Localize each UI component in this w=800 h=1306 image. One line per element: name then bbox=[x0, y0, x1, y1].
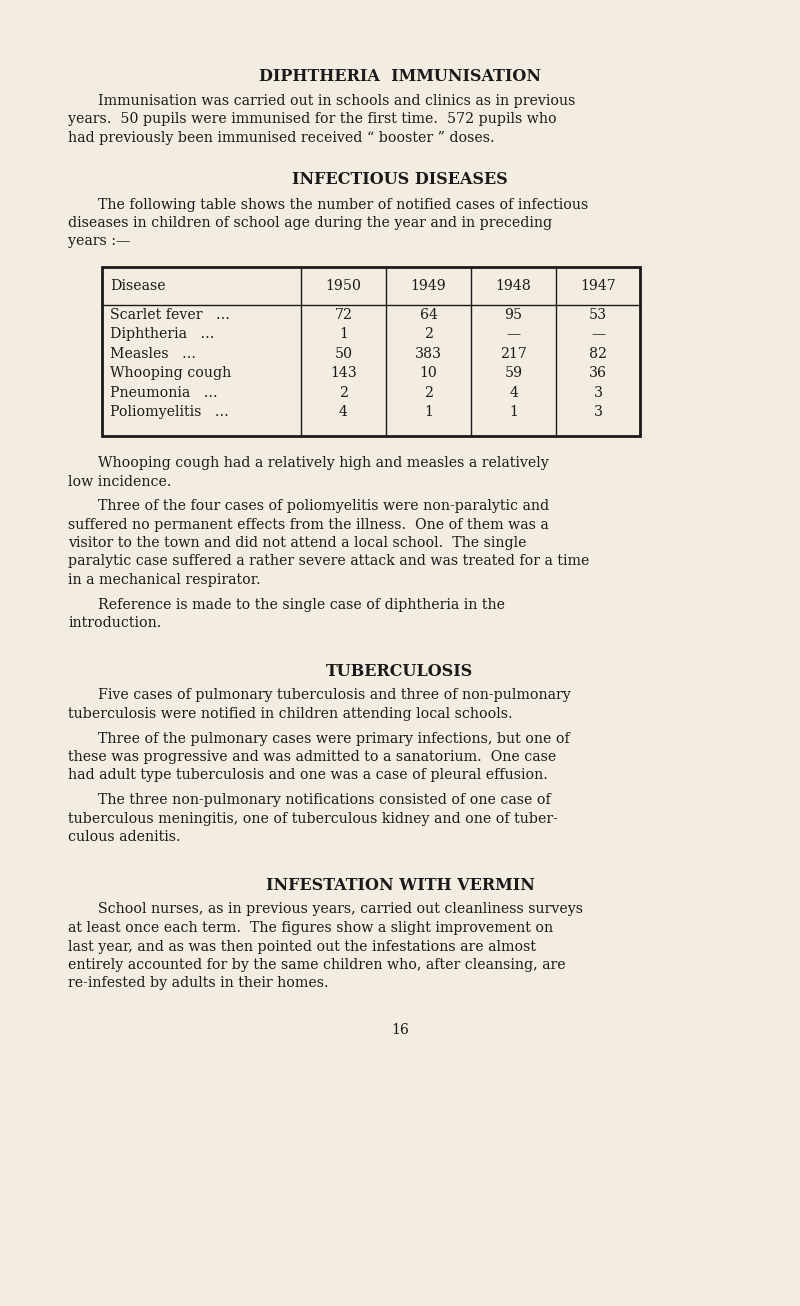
Text: 1949: 1949 bbox=[410, 279, 446, 293]
Text: had adult type tuberculosis and one was a case of pleural effusion.: had adult type tuberculosis and one was … bbox=[68, 768, 548, 782]
Text: 10: 10 bbox=[420, 366, 438, 380]
Text: Three of the pulmonary cases were primary infections, but one of: Three of the pulmonary cases were primar… bbox=[98, 731, 570, 746]
Text: Immunisation was carried out in schools and clinics as in previous: Immunisation was carried out in schools … bbox=[98, 94, 575, 108]
Text: 1: 1 bbox=[509, 405, 518, 419]
Text: 72: 72 bbox=[334, 308, 353, 321]
Text: 1: 1 bbox=[424, 405, 433, 419]
Text: 36: 36 bbox=[589, 366, 607, 380]
Bar bbox=[102, 266, 640, 436]
Text: Whooping cough had a relatively high and measles a relatively: Whooping cough had a relatively high and… bbox=[98, 456, 549, 470]
Text: visitor to the town and did not attend a local school.  The single: visitor to the town and did not attend a… bbox=[68, 535, 526, 550]
Text: Reference is made to the single case of diphtheria in the: Reference is made to the single case of … bbox=[98, 598, 505, 611]
Text: 64: 64 bbox=[420, 308, 438, 321]
Text: at least once each term.  The figures show a slight improvement on: at least once each term. The figures sho… bbox=[68, 921, 553, 935]
Text: 217: 217 bbox=[500, 347, 527, 360]
Text: Pneumonia   ...: Pneumonia ... bbox=[110, 385, 218, 400]
Text: 1: 1 bbox=[339, 328, 348, 341]
Text: 1947: 1947 bbox=[580, 279, 616, 293]
Text: Disease: Disease bbox=[110, 279, 166, 293]
Text: Five cases of pulmonary tuberculosis and three of non-pulmonary: Five cases of pulmonary tuberculosis and… bbox=[98, 688, 570, 703]
Text: 4: 4 bbox=[509, 385, 518, 400]
Text: low incidence.: low incidence. bbox=[68, 474, 171, 488]
Text: 383: 383 bbox=[415, 347, 442, 360]
Text: 2: 2 bbox=[424, 385, 433, 400]
Text: 1948: 1948 bbox=[496, 279, 531, 293]
Text: in a mechanical respirator.: in a mechanical respirator. bbox=[68, 573, 261, 586]
Text: INFESTATION WITH VERMIN: INFESTATION WITH VERMIN bbox=[266, 876, 534, 893]
Text: 95: 95 bbox=[505, 308, 522, 321]
Text: Measles   ...: Measles ... bbox=[110, 347, 196, 360]
Text: 3: 3 bbox=[594, 385, 602, 400]
Text: culous adenitis.: culous adenitis. bbox=[68, 831, 181, 844]
Text: —: — bbox=[591, 328, 605, 341]
Text: 143: 143 bbox=[330, 366, 357, 380]
Text: —: — bbox=[506, 328, 521, 341]
Text: introduction.: introduction. bbox=[68, 616, 162, 629]
Text: 82: 82 bbox=[589, 347, 607, 360]
Text: 3: 3 bbox=[594, 405, 602, 419]
Text: The following table shows the number of notified cases of infectious: The following table shows the number of … bbox=[98, 197, 588, 212]
Text: 1950: 1950 bbox=[326, 279, 362, 293]
Text: 4: 4 bbox=[339, 405, 348, 419]
Text: Three of the four cases of poliomyelitis were non-paralytic and: Three of the four cases of poliomyelitis… bbox=[98, 499, 549, 513]
Text: re-infested by adults in their homes.: re-infested by adults in their homes. bbox=[68, 977, 329, 990]
Text: INFECTIOUS DISEASES: INFECTIOUS DISEASES bbox=[292, 171, 508, 188]
Text: School nurses, as in previous years, carried out cleanliness surveys: School nurses, as in previous years, car… bbox=[98, 902, 583, 917]
Text: years :—: years :— bbox=[68, 235, 130, 248]
Text: 50: 50 bbox=[334, 347, 353, 360]
Text: 59: 59 bbox=[505, 366, 522, 380]
Text: Whooping cough: Whooping cough bbox=[110, 366, 231, 380]
Text: The three non-pulmonary notifications consisted of one case of: The three non-pulmonary notifications co… bbox=[98, 793, 550, 807]
Text: these was progressive and was admitted to a sanatorium.  One case: these was progressive and was admitted t… bbox=[68, 750, 556, 764]
Text: diseases in children of school age during the year and in preceding: diseases in children of school age durin… bbox=[68, 215, 552, 230]
Text: TUBERCULOSIS: TUBERCULOSIS bbox=[326, 662, 474, 679]
Text: 2: 2 bbox=[424, 328, 433, 341]
Text: last year, and as was then pointed out the infestations are almost: last year, and as was then pointed out t… bbox=[68, 939, 536, 953]
Text: tuberculosis were notified in children attending local schools.: tuberculosis were notified in children a… bbox=[68, 707, 513, 721]
Text: Scarlet fever   ...: Scarlet fever ... bbox=[110, 308, 230, 321]
Text: entirely accounted for by the same children who, after cleansing, are: entirely accounted for by the same child… bbox=[68, 959, 566, 972]
Text: 53: 53 bbox=[589, 308, 607, 321]
Text: 2: 2 bbox=[339, 385, 348, 400]
Text: had previously been immunised received “ booster ” doses.: had previously been immunised received “… bbox=[68, 131, 494, 145]
Text: Diphtheria   ...: Diphtheria ... bbox=[110, 328, 214, 341]
Text: Poliomyelitis   ...: Poliomyelitis ... bbox=[110, 405, 229, 419]
Text: tuberculous meningitis, one of tuberculous kidney and one of tuber-: tuberculous meningitis, one of tuberculo… bbox=[68, 811, 558, 825]
Text: years.  50 pupils were immunised for the first time.  572 pupils who: years. 50 pupils were immunised for the … bbox=[68, 112, 557, 127]
Text: paralytic case suffered a rather severe attack and was treated for a time: paralytic case suffered a rather severe … bbox=[68, 555, 590, 568]
Text: DIPHTHERIA  IMMUNISATION: DIPHTHERIA IMMUNISATION bbox=[259, 68, 541, 85]
Text: 16: 16 bbox=[391, 1023, 409, 1037]
Text: suffered no permanent effects from the illness.  One of them was a: suffered no permanent effects from the i… bbox=[68, 517, 549, 532]
